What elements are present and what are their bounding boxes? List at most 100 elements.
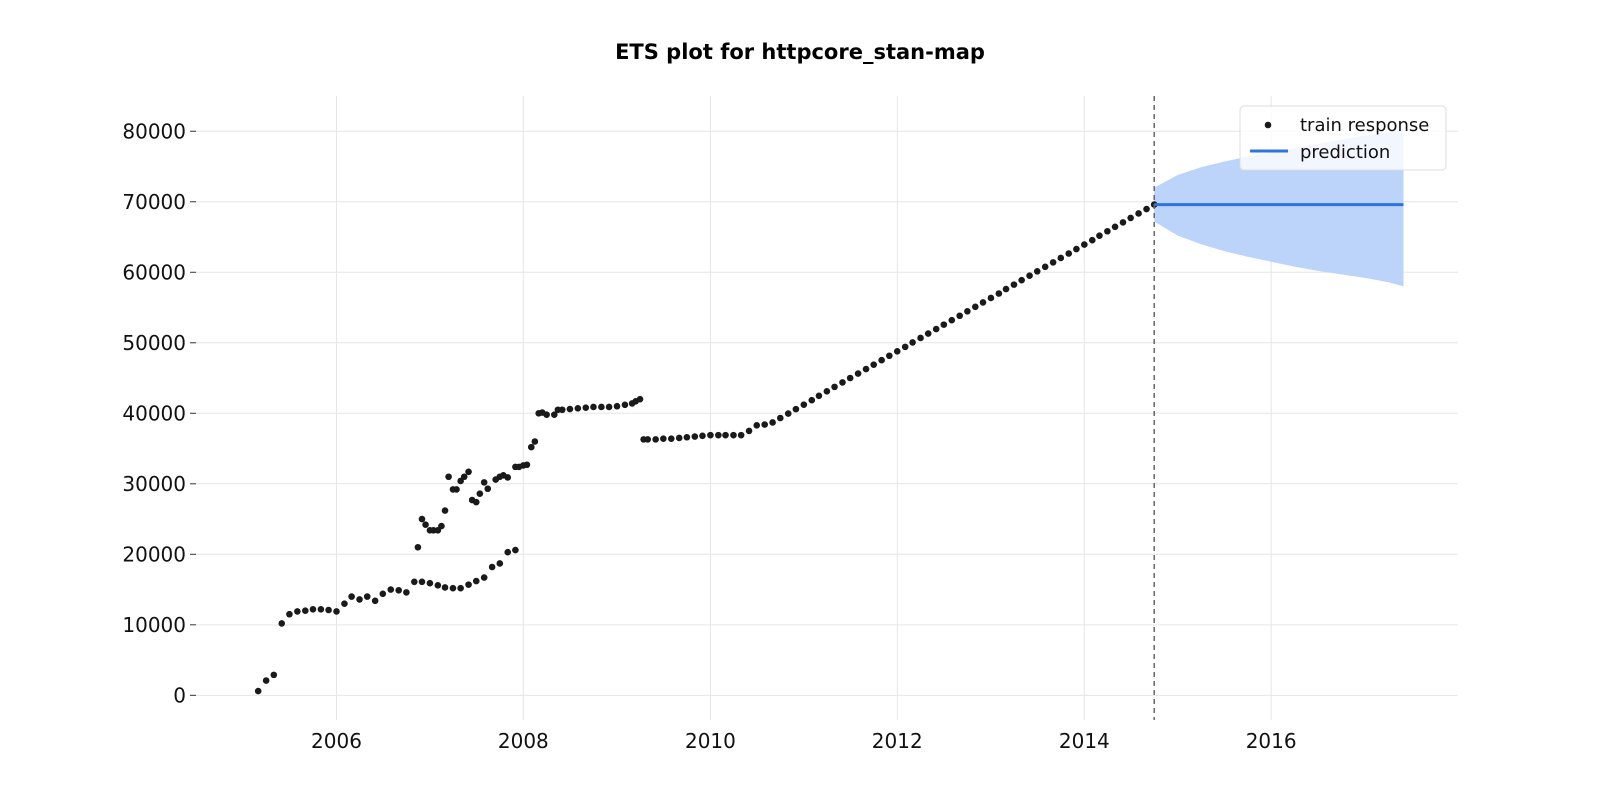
train-point bbox=[1104, 227, 1111, 235]
train-point bbox=[403, 589, 410, 596]
train-point bbox=[434, 582, 442, 589]
train-point bbox=[582, 404, 590, 411]
y-tick-label: 30000 bbox=[122, 472, 186, 496]
train-point bbox=[761, 421, 768, 428]
train-point bbox=[815, 392, 823, 400]
train-point bbox=[1127, 214, 1134, 222]
train-point bbox=[652, 436, 659, 443]
train-point bbox=[476, 490, 484, 497]
train-point bbox=[278, 620, 286, 627]
train-point bbox=[441, 584, 449, 591]
train-point bbox=[371, 597, 379, 605]
train-point bbox=[699, 432, 706, 440]
x-tick-label: 2016 bbox=[1246, 729, 1297, 753]
train-point bbox=[598, 403, 605, 411]
train-point bbox=[948, 316, 956, 324]
train-point bbox=[1135, 210, 1142, 217]
train-point bbox=[737, 431, 745, 439]
train-point bbox=[753, 421, 761, 429]
train-point bbox=[325, 606, 332, 614]
train-point bbox=[531, 438, 539, 445]
y-tick-label: 0 bbox=[173, 683, 186, 707]
train-point bbox=[426, 579, 434, 587]
train-point bbox=[504, 548, 512, 556]
train-point bbox=[309, 606, 317, 613]
x-tick-label: 2012 bbox=[872, 729, 923, 753]
train-point bbox=[574, 405, 582, 412]
train-point bbox=[348, 593, 355, 600]
x-tick-label: 2014 bbox=[1059, 729, 1110, 753]
train-point bbox=[613, 402, 621, 410]
train-point bbox=[480, 574, 488, 581]
train-point bbox=[979, 299, 987, 306]
train-point bbox=[909, 339, 916, 346]
train-point bbox=[414, 543, 422, 551]
train-point bbox=[667, 435, 675, 442]
train-point bbox=[776, 414, 784, 422]
train-point bbox=[286, 610, 293, 618]
train-point bbox=[1041, 263, 1049, 271]
x-tick-label: 2006 bbox=[311, 729, 362, 753]
train-point bbox=[527, 443, 535, 451]
train-point bbox=[1119, 219, 1127, 226]
chart-title: ETS plot for httpcore_stan-map bbox=[615, 40, 985, 64]
train-point bbox=[784, 410, 792, 417]
train-point bbox=[707, 431, 714, 439]
train-point bbox=[301, 607, 309, 615]
train-point bbox=[886, 352, 893, 360]
train-point bbox=[956, 312, 964, 320]
train-point bbox=[294, 608, 301, 615]
train-point bbox=[445, 473, 452, 481]
train-point bbox=[1081, 241, 1088, 248]
x-tick-label: 2010 bbox=[685, 729, 736, 753]
train-point bbox=[831, 383, 838, 391]
y-tick-label: 20000 bbox=[122, 542, 186, 566]
x-tick-label: 2008 bbox=[498, 729, 549, 753]
legend-label-train: train response bbox=[1300, 115, 1429, 136]
train-point bbox=[480, 479, 488, 486]
train-point bbox=[1010, 281, 1018, 288]
train-point bbox=[605, 403, 613, 411]
legend-box bbox=[1239, 105, 1447, 171]
y-tick-label: 80000 bbox=[122, 119, 186, 143]
train-point bbox=[566, 405, 574, 413]
y-tick-label: 10000 bbox=[122, 613, 186, 637]
train-point bbox=[441, 507, 449, 514]
train-point bbox=[846, 374, 854, 382]
train-point bbox=[341, 600, 348, 607]
train-point bbox=[379, 590, 387, 598]
train-point bbox=[418, 578, 426, 586]
train-point bbox=[387, 586, 395, 593]
train-point bbox=[590, 403, 597, 411]
train-point bbox=[465, 581, 472, 588]
train-point bbox=[800, 401, 808, 408]
train-point bbox=[1065, 250, 1073, 257]
legend-marker-train bbox=[1264, 121, 1272, 129]
y-tick-label: 60000 bbox=[122, 260, 186, 284]
train-point bbox=[878, 356, 885, 364]
train-point bbox=[808, 396, 816, 404]
train-point bbox=[940, 321, 948, 328]
y-tick-label: 70000 bbox=[122, 190, 186, 214]
train-point bbox=[484, 485, 492, 493]
train-point bbox=[675, 434, 683, 442]
train-point bbox=[917, 334, 924, 342]
train-point bbox=[488, 563, 496, 571]
train-point bbox=[465, 468, 472, 476]
y-tick-label: 50000 bbox=[122, 331, 186, 355]
train-point bbox=[1002, 285, 1010, 293]
train-point bbox=[1049, 259, 1057, 266]
train-point bbox=[551, 411, 558, 418]
train-point bbox=[449, 584, 457, 592]
train-point bbox=[270, 671, 278, 679]
train-point bbox=[924, 330, 932, 337]
train-point bbox=[418, 515, 426, 523]
train-point bbox=[523, 461, 531, 469]
train-point bbox=[453, 486, 460, 493]
train-point bbox=[683, 433, 691, 441]
train-point bbox=[660, 435, 667, 442]
train-point bbox=[512, 546, 519, 554]
train-point bbox=[333, 608, 340, 615]
train-point bbox=[1057, 254, 1065, 262]
train-point bbox=[254, 687, 262, 695]
